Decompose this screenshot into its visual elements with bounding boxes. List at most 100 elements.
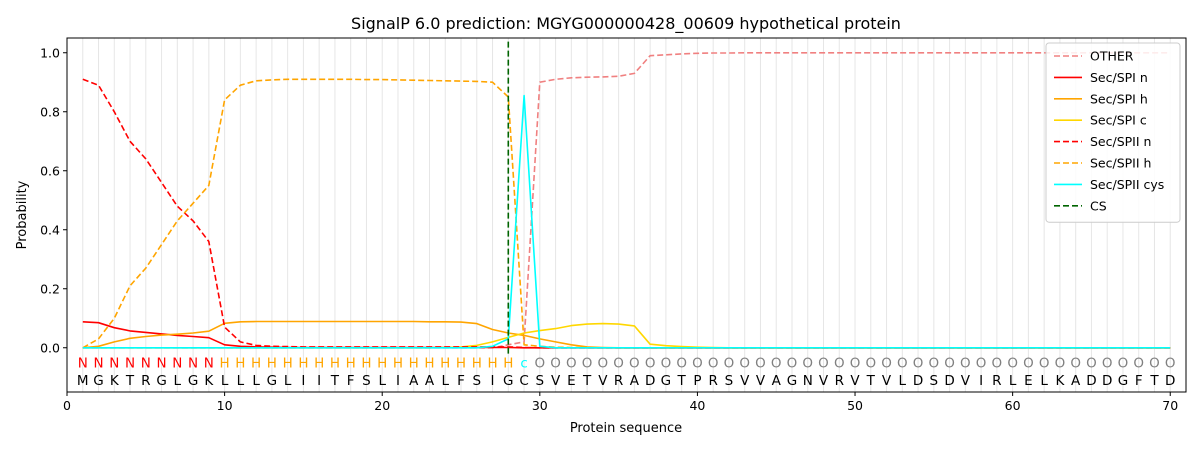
sequence-letter: G [188, 373, 198, 389]
sequence-letter: K [204, 373, 214, 389]
x-tick-label: 10 [217, 398, 233, 413]
sequence-letter: K [110, 373, 120, 389]
state-letter: O [598, 356, 609, 372]
sequence-letter: G [787, 373, 797, 389]
state-letter: O [802, 356, 813, 372]
axis-ticks: 0 10 20 30 40 50 60 70 0.0 0.2 0.4 0.6 0.8 1.0 [40, 45, 1178, 413]
sequence-letter: D [913, 373, 923, 389]
state-letter: O [771, 356, 782, 372]
sequence-letter: T [866, 373, 876, 389]
sequence-letter: R [992, 373, 1001, 389]
sequence-letter: V [598, 373, 608, 389]
sequence-letter: G [156, 373, 166, 389]
state-letter: N [109, 356, 119, 372]
sequence-letter: G [93, 373, 103, 389]
x-tick-label: 70 [1162, 398, 1178, 413]
series-line-0 [82, 51, 1171, 349]
legend-label: Sec/SPII n [1090, 134, 1151, 149]
state-letter: H [251, 356, 261, 372]
state-letter: O [692, 356, 703, 372]
series-line-5 [82, 78, 1171, 349]
sequence-letter: R [708, 373, 717, 389]
state-letter: O [739, 356, 750, 372]
x-tick-label: 40 [689, 398, 705, 413]
state-letter: c [520, 356, 527, 372]
state-letter: O [865, 356, 876, 372]
sequence-letter: S [536, 373, 545, 389]
sequence-letter: F [1135, 373, 1143, 389]
sequence-letter: F [347, 373, 355, 389]
sequence-letter: D [645, 373, 655, 389]
state-letter: O [1165, 356, 1176, 372]
y-tick-label: 0.4 [40, 222, 60, 237]
state-letter: H [456, 356, 466, 372]
state-letter: H [298, 356, 308, 372]
sequence-letter: V [850, 373, 860, 389]
state-letter: N [172, 356, 182, 372]
state-letter: O [582, 356, 593, 372]
state-letter: H [235, 356, 245, 372]
state-letter: O [1118, 356, 1129, 372]
sequence-letter: V [819, 373, 829, 389]
state-letter: O [992, 356, 1003, 372]
sequence-letter: D [944, 373, 954, 389]
state-letter: O [645, 356, 656, 372]
sequence-letter: V [961, 373, 971, 389]
state-letter: O [1039, 356, 1050, 372]
y-tick-label: 0.6 [40, 163, 60, 178]
sequence-letter: A [409, 373, 419, 389]
legend-label: Sec/SPI n [1090, 70, 1148, 85]
state-letter: O [944, 356, 955, 372]
series-line-4 [82, 78, 1171, 349]
state-letter: H [314, 356, 324, 372]
state-letter: O [1007, 356, 1018, 372]
state-letter: O [613, 356, 624, 372]
state-letter: O [818, 356, 829, 372]
state-letter: N [78, 356, 88, 372]
series-line-3 [82, 322, 1171, 349]
series-lines [82, 51, 1171, 349]
series-line-6 [82, 94, 1171, 349]
sequence-letter: G [503, 373, 513, 389]
sequence-letter: I [301, 373, 305, 389]
sequence-letter: R [141, 373, 150, 389]
state-letter: H [440, 356, 450, 372]
state-letter: O [976, 356, 987, 372]
legend-label: Sec/SPI h [1090, 91, 1148, 106]
sequence-letter: V [740, 373, 750, 389]
legend-label: CS [1090, 198, 1107, 213]
state-letter: O [1149, 356, 1160, 372]
sequence-letter: S [930, 373, 939, 389]
legend-label: Sec/SPI c [1090, 113, 1147, 128]
y-tick-label: 1.0 [40, 45, 60, 60]
state-letter: H [346, 356, 356, 372]
sequence-letter: R [614, 373, 623, 389]
state-letter: H [377, 356, 387, 372]
sequence-letter: V [551, 373, 561, 389]
sequence-letter: I [317, 373, 321, 389]
sequence-letter: A [425, 373, 435, 389]
state-letter: H [393, 356, 403, 372]
sequence-letter: A [1071, 373, 1081, 389]
state-letter: H [220, 356, 230, 372]
y-tick-label: 0.2 [40, 281, 60, 296]
legend-label: Sec/SPII h [1090, 156, 1151, 171]
sequence-letter: C [519, 373, 528, 389]
state-letter: O [881, 356, 892, 372]
state-letter: O [1023, 356, 1034, 372]
x-tick-label: 20 [374, 398, 390, 413]
sequence-letter: L [1040, 373, 1048, 389]
sequence-letter: L [899, 373, 907, 389]
sequence-letter: T [582, 373, 592, 389]
sequence-letter: N [803, 373, 813, 389]
state-letter: N [125, 356, 135, 372]
sequence-letter: E [567, 373, 576, 389]
sequence-letter: G [661, 373, 671, 389]
sequence-letter: M [77, 373, 89, 389]
state-letter: O [708, 356, 719, 372]
state-letter: H [330, 356, 340, 372]
state-letter: H [487, 356, 497, 372]
sequence-letter: K [1055, 373, 1065, 389]
state-letter: O [913, 356, 924, 372]
